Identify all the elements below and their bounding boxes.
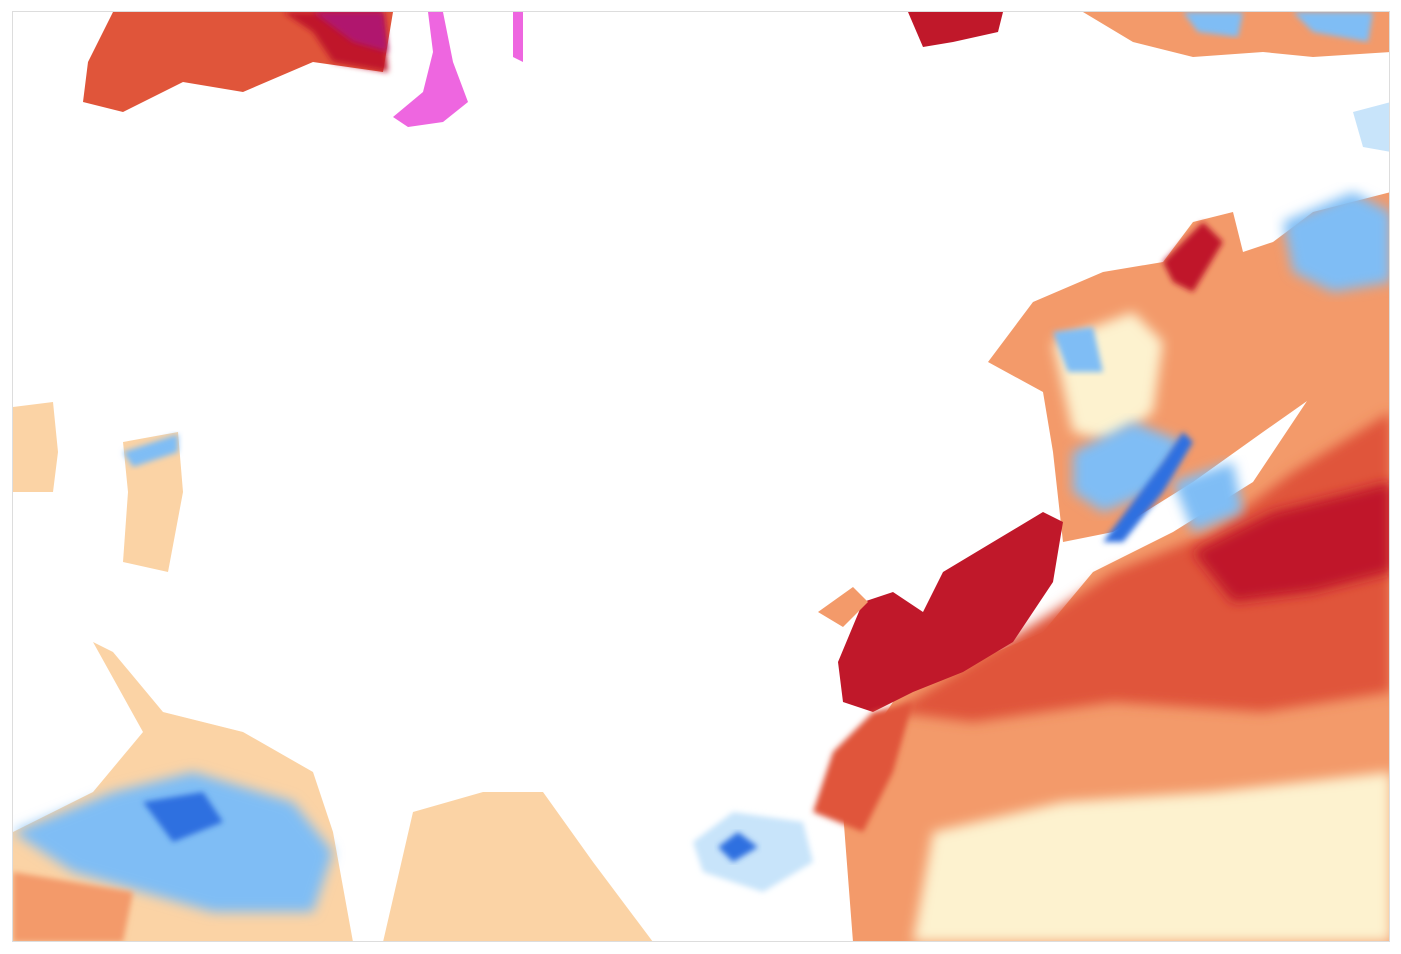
anomaly-patch: [908, 12, 1003, 47]
anomaly-patch: [818, 587, 868, 627]
anomaly-patch: [393, 12, 468, 127]
anomaly-patch: [1183, 12, 1243, 37]
yellow-sea-region: [693, 512, 1063, 892]
anomaly-patch: [718, 832, 758, 862]
anomaly-patch: [1103, 432, 1193, 542]
anomaly-patch: [893, 413, 1389, 722]
sea-of-japan-region: [988, 192, 1389, 542]
anomaly-patch: [143, 792, 223, 842]
anomaly-patch: [13, 872, 133, 941]
anomaly-patch: [1193, 482, 1389, 602]
anomaly-patch: [1353, 102, 1389, 152]
arctic-region: [83, 12, 1389, 152]
anomaly-patch: [693, 812, 813, 892]
map-canvas: [13, 12, 1389, 941]
anomaly-patch: [13, 402, 58, 492]
anomaly-patch: [813, 702, 913, 832]
anomaly-patch: [83, 12, 393, 112]
anomaly-patch: [1173, 462, 1243, 532]
anomaly-patch: [123, 434, 178, 467]
anomaly-patch: [513, 12, 523, 62]
anomaly-patch: [1163, 222, 1223, 292]
anomaly-patch: [1053, 327, 1103, 372]
anomaly-patch: [123, 432, 183, 572]
anomaly-patch: [313, 12, 388, 52]
anomaly-patch: [1283, 192, 1389, 292]
west-seas-region: [13, 402, 653, 941]
anomaly-patch: [1293, 12, 1373, 42]
sst-anomaly-map[interactable]: [12, 11, 1390, 942]
anomaly-patch: [838, 512, 1063, 712]
anomaly-patch: [383, 792, 653, 941]
pacific-ocean-region: [843, 314, 1389, 941]
anomaly-patch: [913, 772, 1389, 941]
anomaly-patch: [1073, 422, 1183, 512]
